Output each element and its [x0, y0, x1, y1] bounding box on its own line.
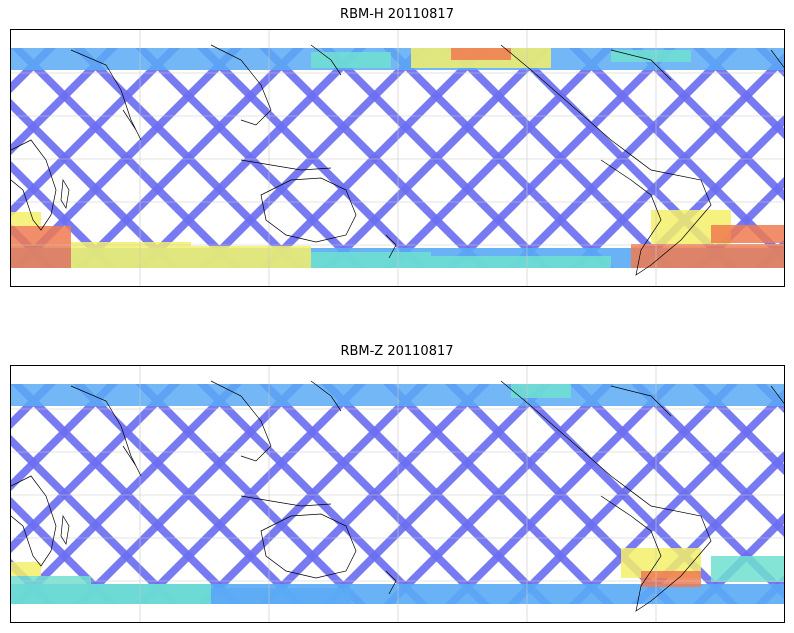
coastline: [70, 49, 142, 141]
map-panel-rbm-z: [10, 365, 785, 623]
graticule: [11, 30, 784, 286]
value-patch: [91, 584, 211, 604]
swath-track: [197, 384, 428, 604]
coastline: [11, 475, 57, 567]
value-patch: [451, 48, 511, 60]
panel-title-rbm-h: RBM-H 20110817: [340, 7, 454, 22]
coastline: [60, 514, 70, 545]
coastline: [60, 178, 70, 209]
coastline: [500, 44, 712, 276]
swath-track: [135, 384, 366, 604]
value-patch: [11, 576, 91, 604]
value-patch: [631, 244, 784, 268]
value-patch: [711, 556, 784, 582]
swath-track: [73, 384, 304, 604]
satellite-swaths: [11, 384, 784, 604]
coastline: [385, 570, 397, 595]
swath-track: [259, 48, 490, 268]
coastline: [385, 234, 397, 259]
swath-map-rbm-z: [11, 366, 784, 622]
coastline: [770, 49, 784, 68]
swath-track: [321, 48, 552, 268]
coastline: [260, 177, 357, 243]
map-panel-rbm-h: [10, 29, 785, 287]
swath-track: [569, 53, 784, 268]
value-patch: [11, 562, 41, 576]
coastline: [210, 380, 272, 462]
north-band: [11, 48, 784, 70]
coastline: [260, 513, 357, 579]
coastline: [610, 49, 672, 81]
swath-track: [569, 384, 784, 599]
coastline: [11, 139, 57, 231]
coastline: [310, 44, 342, 76]
swath-map-rbm-h: [11, 30, 784, 286]
value-patch: [511, 384, 571, 398]
coastlines: [11, 380, 784, 612]
value-patch: [311, 252, 431, 268]
north-band: [11, 384, 784, 406]
coastline: [500, 380, 712, 612]
swath-track: [259, 384, 490, 604]
coastline: [310, 380, 342, 412]
swath-track: [383, 48, 614, 268]
swath-track: [507, 48, 738, 268]
value-patch: [11, 212, 41, 226]
swath-track: [569, 48, 784, 263]
swath-track: [321, 384, 552, 604]
value-patch: [311, 52, 391, 68]
value-patch: [11, 226, 71, 268]
graticule: [11, 366, 784, 622]
swath-track: [135, 48, 366, 268]
swath-track: [197, 48, 428, 268]
value-patch: [211, 588, 351, 604]
value-patch: [611, 50, 691, 62]
value-patch: [711, 225, 784, 243]
swath-track: [507, 384, 738, 604]
coastline: [240, 495, 332, 507]
coastline: [210, 44, 272, 126]
coastline: [240, 159, 332, 171]
coastline: [610, 385, 672, 417]
swath-track: [73, 48, 304, 268]
swath-track: [11, 384, 242, 604]
value-patch: [191, 246, 311, 268]
swath-track: [445, 48, 676, 268]
panel-title-rbm-z: RBM-Z 20110817: [340, 344, 454, 359]
coastline: [770, 385, 784, 404]
coastlines: [11, 44, 784, 276]
value-patch: [71, 242, 191, 268]
swath-track: [383, 384, 614, 604]
coastline: [70, 385, 142, 477]
swath-track: [11, 48, 242, 268]
value-patch: [431, 256, 611, 268]
satellite-swaths: [11, 48, 784, 268]
swath-track: [445, 384, 676, 604]
